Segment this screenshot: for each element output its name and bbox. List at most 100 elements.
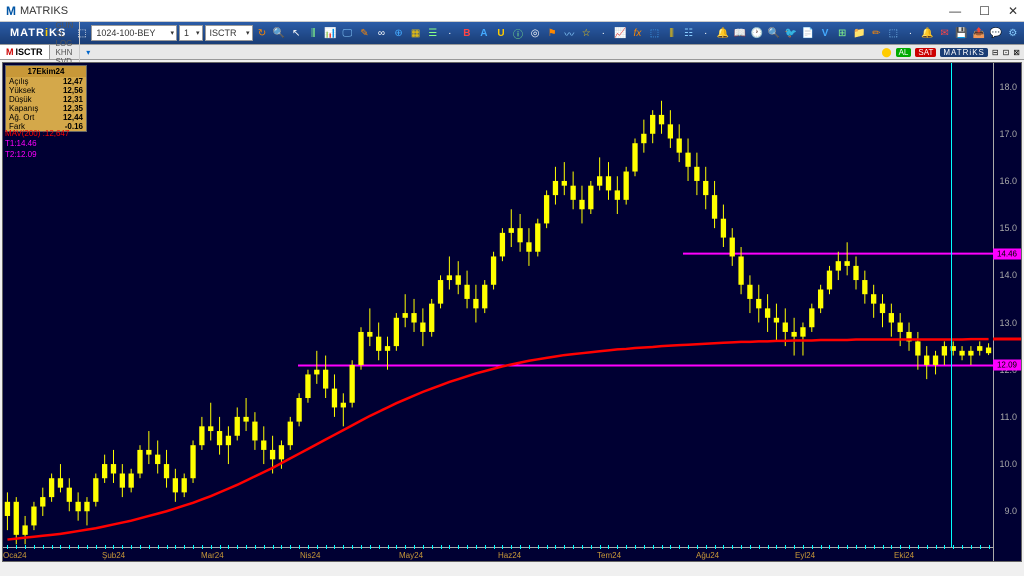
symbol-tab[interactable]: MISCTR [0,45,50,59]
symbol-dropdown[interactable]: ISCTR [205,25,253,41]
tab-khn[interactable]: KHN [50,48,81,57]
win-max-icon[interactable]: ⊡ [1003,48,1010,57]
chat-icon[interactable]: 💬 [988,25,1003,41]
app-logo: M [6,4,16,18]
refresh-icon[interactable]: ↻ [255,25,270,41]
trend-icon[interactable]: 📈 [613,25,628,41]
ohlc-row: Açılış12,47 [6,77,86,86]
text-icon[interactable]: A [476,25,491,41]
x-tick: Tem24 [597,551,621,560]
t1-label: T1:14.46 [5,139,69,149]
layers-icon[interactable]: ⬚ [647,25,662,41]
support1-tag: 14.46 [993,248,1021,259]
sell-badge[interactable]: SAT [915,48,936,57]
ohlc-panel: 17Ekim24 Açılış12,47Yüksek12,56Düşük12,3… [5,65,87,132]
search-icon[interactable]: 🔍 [766,25,781,41]
x-tick: Haz24 [498,551,521,560]
indicator-panel: MAV(200) :12,647 T1:14.46 T2:12.09 [5,129,69,160]
bold-icon[interactable]: B [459,25,474,41]
window-icon[interactable]: ⬚ [886,25,901,41]
export-icon[interactable]: 📤 [971,25,986,41]
chart-canvas [3,63,993,549]
book-icon[interactable]: 📖 [732,25,747,41]
minimize-icon[interactable]: — [949,4,961,18]
x-tick: Oca24 [3,551,27,560]
y-tick: 10.0 [999,459,1017,469]
t2-label: T2:12.09 [5,150,69,160]
chart-tabs: MISCTR GUNTLLOGKHNSVDSYMTMP ▾ ⬤ AL SAT M… [0,44,1024,60]
mav-label: MAV(200) :12,647 [5,129,69,139]
tab-gun[interactable]: GUN [50,21,81,30]
close-icon[interactable]: ✕ [1008,4,1018,18]
crosshair [951,63,952,547]
star-icon[interactable]: ☆ [579,25,594,41]
x-tick: Ağu24 [696,551,719,560]
buy-badge[interactable]: AL [896,48,912,57]
y-tick: 15.0 [999,223,1017,233]
grid-icon[interactable]: ▦ [408,25,423,41]
globe-icon[interactable]: ⊕ [391,25,406,41]
screen-icon[interactable]: 🖵 [340,25,355,41]
zoom-icon[interactable]: 🔍 [272,25,287,41]
y-tick: 16.0 [999,176,1017,186]
ohlc-row: Yüksek12,56 [6,86,86,95]
win-close-icon[interactable]: ⊠ [1013,48,1020,57]
list-icon[interactable]: ☰ [425,25,440,41]
x-tick: May24 [399,551,423,560]
data-icon[interactable]: ☷ [681,25,696,41]
draw-icon[interactable]: ✎ [357,25,372,41]
cursor-icon[interactable]: ↖ [289,25,304,41]
support2-tag: 12.09 [993,360,1021,371]
win-min-icon[interactable]: ⊟ [992,48,999,57]
link-icon[interactable]: ∞ [374,25,389,41]
sep1-icon: · [442,25,457,41]
current-price-tag [993,338,1021,341]
tab-log[interactable]: LOG [50,39,81,48]
folder-icon[interactable]: 📁 [852,25,867,41]
y-tick: 11.0 [1000,412,1017,422]
doc-icon[interactable]: 📄 [801,25,816,41]
edit-icon[interactable]: ✏ [869,25,884,41]
settings-icon[interactable]: ⚙ [1005,25,1020,41]
wave-icon[interactable]: 〰 [562,25,577,41]
layout-dropdown[interactable]: 1024-100-BEY [91,25,177,41]
ohlc-row: Ağ. Ort12,44 [6,113,86,122]
chart-type-icon[interactable]: ⫼ [306,25,321,41]
y-tick: 14.0 [999,270,1017,280]
sep3-icon: · [698,25,713,41]
save-icon[interactable]: 💾 [954,25,969,41]
y-axis: 9.010.011.012.013.014.015.016.017.018.01… [993,63,1021,561]
maximize-icon[interactable]: ☐ [979,4,990,18]
sep2-icon: · [596,25,611,41]
flag-icon[interactable]: ⚑ [545,25,560,41]
mail-icon[interactable]: ✉ [937,25,952,41]
tab-tl[interactable]: TL [50,30,81,39]
indicator-icon[interactable]: 📊 [323,25,338,41]
title-bar: M MATRIKS — ☐ ✕ [0,0,1024,22]
underline-icon[interactable]: U [493,25,508,41]
bell-icon[interactable]: 🔔 [920,25,935,41]
y-tick: 13.0 [999,318,1017,328]
price-chart[interactable]: 17Ekim24 Açılış12,47Yüksek12,56Düşük12,3… [2,62,1022,562]
tab-dropdown-icon[interactable]: ▾ [80,44,96,60]
target-icon[interactable]: ◎ [528,25,543,41]
info-icon[interactable]: ⓘ [510,25,525,41]
main-toolbar: MATRiKS ⬚ 1024-100-BEY 1 ISCTR ↻ 🔍 ↖ ⫼ 📊… [0,22,1024,44]
bars-icon[interactable]: ⫼ [664,25,679,41]
ohlc-date: 17Ekim24 [6,66,86,77]
y-tick: 9.0 [1004,506,1017,516]
fx-icon[interactable]: fx [630,25,645,41]
period-dropdown[interactable]: 1 [179,25,203,41]
x-tick: Nis24 [300,551,320,560]
calc-icon[interactable]: ⊞ [835,25,850,41]
signal-icon[interactable]: ⬤ [882,47,892,58]
clock-icon[interactable]: 🕐 [749,25,764,41]
twitter-icon[interactable]: 🐦 [783,25,798,41]
v-icon[interactable]: V [818,25,833,41]
x-tick: Şub24 [102,551,125,560]
x-tick: Eyl24 [795,551,815,560]
y-tick: 17.0 [999,129,1017,139]
alert-icon[interactable]: 🔔 [715,25,730,41]
app-title: MATRIKS [20,5,68,17]
x-tick: Eki24 [894,551,914,560]
